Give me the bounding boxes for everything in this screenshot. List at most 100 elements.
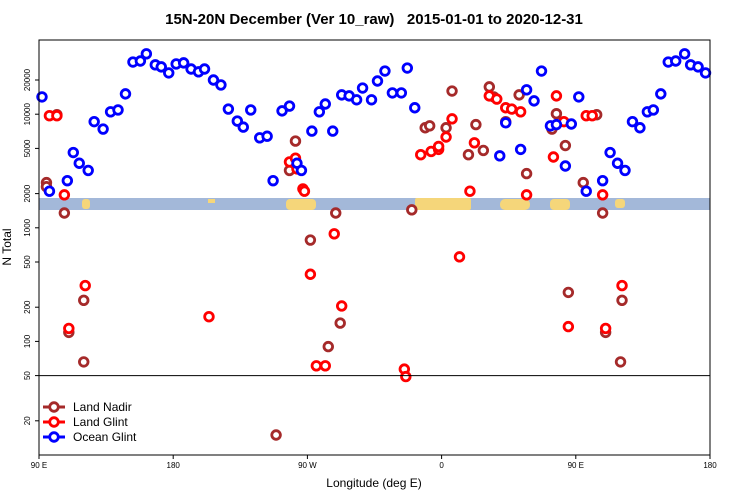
scatter-point — [261, 130, 273, 142]
scatter-point — [626, 115, 639, 128]
scatter-point — [365, 94, 378, 106]
scatter-point — [63, 322, 75, 335]
scatter-point — [163, 67, 175, 79]
plot-area — [36, 48, 712, 441]
scatter-point — [177, 57, 190, 69]
x-tick-label: 90 W — [298, 461, 317, 470]
legend-label: Ocean Glint — [73, 430, 137, 444]
scatter-point — [647, 104, 660, 116]
scatter-point — [580, 185, 592, 197]
scatter-point — [550, 118, 563, 131]
scatter-point — [491, 93, 503, 105]
scatter-point — [483, 81, 496, 93]
y-tick-label: 2000 — [23, 184, 32, 202]
scatter-point — [634, 122, 646, 134]
scatter-point — [245, 104, 257, 116]
scatter-point — [319, 360, 331, 372]
scatter-point — [78, 356, 90, 368]
scatter-point — [304, 268, 317, 280]
scatter-point — [505, 103, 518, 115]
scatter-point — [500, 117, 512, 129]
scatter-point — [565, 118, 578, 130]
scatter-point — [134, 55, 147, 67]
scatter-point — [61, 174, 74, 187]
scatter-point — [678, 48, 691, 60]
scatter-point — [520, 84, 533, 96]
scatter-point — [58, 207, 71, 219]
y-tick-label: 20 — [23, 416, 32, 425]
scatter-point — [78, 294, 90, 307]
scatter-point — [406, 204, 418, 216]
scatter-point — [79, 279, 91, 292]
scatter-point — [330, 207, 342, 219]
scatter-point — [304, 234, 317, 246]
scatter-point — [88, 115, 100, 128]
scatter-point — [207, 74, 220, 86]
scatter-point — [43, 185, 56, 197]
scatter-point — [67, 146, 79, 159]
scatter-point — [295, 164, 308, 177]
scatter-point — [614, 356, 627, 368]
scatter-point — [468, 137, 481, 149]
x-tick-label: 0 — [439, 461, 444, 470]
y-tick-label: 200 — [23, 300, 32, 314]
scatter-point — [596, 189, 609, 201]
legend-label: Land Nadir — [73, 400, 132, 414]
scatter-point — [562, 286, 575, 299]
scatter-point — [267, 174, 279, 187]
scatter-point — [573, 91, 585, 103]
scatter-point — [36, 91, 48, 103]
scatter-point — [198, 63, 211, 75]
scatter-point — [514, 106, 527, 118]
scatter-point — [616, 279, 628, 292]
scatter-point — [298, 185, 311, 197]
scatter-point — [550, 90, 563, 102]
legend-marker — [48, 416, 60, 428]
x-tick-label: 180 — [703, 461, 717, 470]
scatter-point — [562, 320, 575, 333]
legend-item: Ocean Glint — [43, 430, 137, 444]
scatter-point — [446, 85, 458, 97]
scatter-point — [356, 82, 369, 94]
scatter-point — [140, 48, 153, 60]
scatter-point — [371, 75, 384, 87]
scatter-point — [73, 157, 85, 169]
x-tick-label: 90 E — [31, 461, 47, 470]
x-axis-title: Longitude (deg E) — [326, 476, 421, 490]
scatter-point — [528, 95, 540, 107]
legend-marker — [48, 431, 60, 443]
scatter-point — [599, 322, 612, 335]
scatter-point — [611, 157, 624, 169]
scatter-point — [423, 120, 436, 132]
scatter-point — [215, 79, 227, 91]
scatter-point — [446, 113, 458, 125]
scatter-point — [559, 139, 572, 152]
scatter-point — [559, 160, 572, 172]
scatter-point — [51, 110, 63, 122]
scatter-point — [306, 125, 318, 137]
x-tick-label: 90 E — [568, 461, 584, 470]
y-tick-label: 1000 — [23, 218, 32, 236]
map-strip — [39, 198, 710, 210]
scatter-point — [470, 118, 482, 131]
scatter-point — [692, 61, 704, 73]
scatter-point — [596, 174, 609, 187]
y-tick-label: 5000 — [23, 139, 32, 157]
scatter-point — [334, 317, 346, 329]
scatter-point — [409, 102, 421, 114]
scatter-point — [97, 123, 109, 135]
scatter-point — [462, 149, 475, 161]
scatter-point — [237, 121, 249, 133]
scatter-point — [550, 108, 563, 120]
scatter-point — [203, 310, 215, 323]
scatter-point — [276, 105, 288, 117]
scatter-point — [350, 94, 363, 106]
scatter-point — [328, 228, 340, 240]
scatter-point — [432, 140, 445, 153]
y-tick-label: 20000 — [23, 68, 32, 91]
y-tick-label: 50 — [23, 371, 32, 380]
scatter-point — [319, 98, 331, 110]
scatter-point — [440, 122, 452, 134]
scatter-point — [386, 87, 399, 99]
